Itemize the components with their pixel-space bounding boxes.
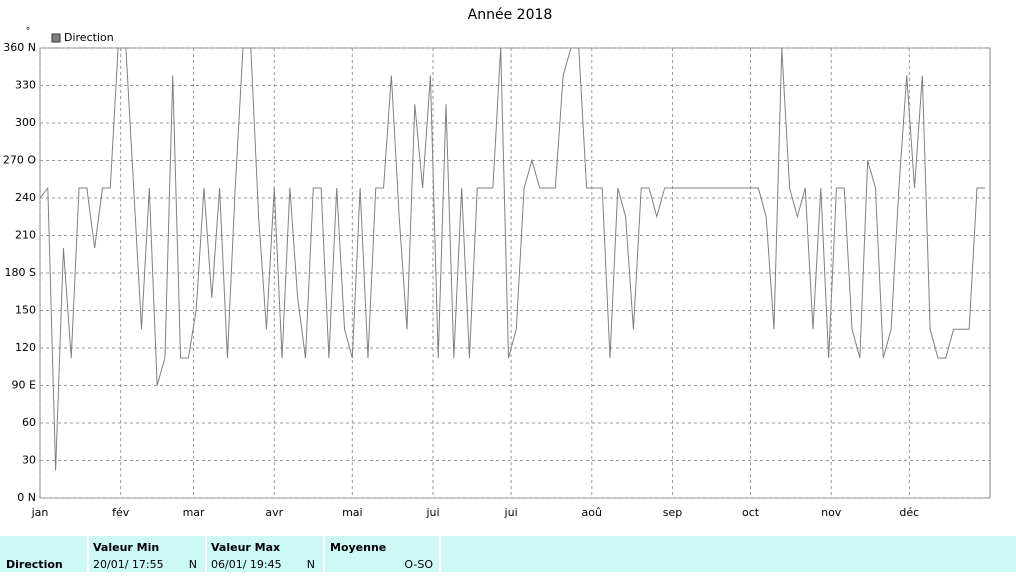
y-tick-label: 270 O <box>3 154 36 167</box>
x-tick-label: jui <box>504 506 518 519</box>
y-tick-label: 210 <box>15 229 36 242</box>
x-tick-label: mar <box>183 506 205 519</box>
legend-label: Direction <box>64 31 114 44</box>
row-label: Direction <box>6 558 63 571</box>
y-tick-label: 300 <box>15 116 36 129</box>
y-tick-label: 150 <box>15 304 36 317</box>
x-tick-label: oct <box>742 506 760 519</box>
y-tick-label: 30 <box>22 454 36 467</box>
x-tick-label: avr <box>265 506 283 519</box>
summary-band <box>0 536 1016 572</box>
y-tick-label: 120 <box>15 341 36 354</box>
x-tick-label: mai <box>342 506 363 519</box>
x-tick-label: nov <box>821 506 842 519</box>
chart-title: Année 2018 <box>468 7 553 23</box>
x-tick-label: sep <box>663 506 682 519</box>
max-date: 06/01/ 19:45 <box>211 558 282 571</box>
min-date: 20/01/ 17:55 <box>93 558 164 571</box>
mean-header: Moyenne <box>330 541 386 554</box>
y-tick-label: 180 S <box>5 266 36 279</box>
mean-value: O-SO <box>404 558 433 571</box>
min-header: Valeur Min <box>93 541 159 554</box>
y-tick-label: 240 <box>15 191 36 204</box>
x-tick-label: jui <box>425 506 439 519</box>
y-tick-label: 330 <box>15 79 36 92</box>
max-dir: N <box>307 558 315 571</box>
x-tick-label: aoû <box>582 506 602 519</box>
y-tick-label: 360 N <box>3 41 36 54</box>
x-tick-label: fév <box>112 506 130 519</box>
x-tick-label: déc <box>899 506 919 519</box>
y-tick-label: 90 E <box>12 379 36 392</box>
y-unit: ° <box>26 27 31 37</box>
line-series <box>39 47 985 471</box>
x-tick-label: jan <box>31 506 49 519</box>
legend-swatch <box>51 33 61 43</box>
y-tick-label: 0 N <box>17 491 36 504</box>
min-dir: N <box>189 558 197 571</box>
y-tick-label: 60 <box>22 416 36 429</box>
max-header: Valeur Max <box>211 541 280 554</box>
